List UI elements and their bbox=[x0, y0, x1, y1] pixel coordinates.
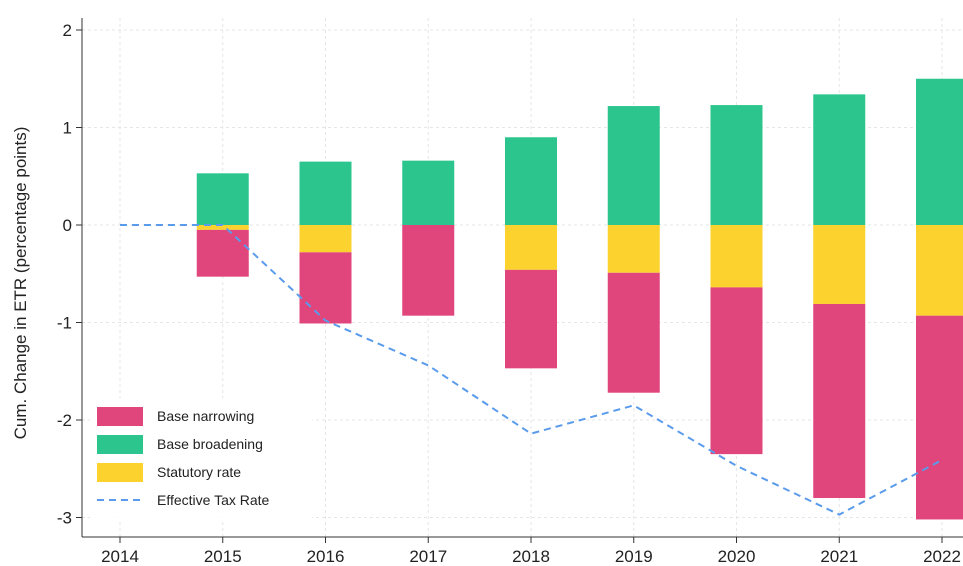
bar-base-broadening bbox=[710, 105, 763, 225]
legend-label: Effective Tax Rate bbox=[157, 492, 270, 508]
bar-base-narrowing bbox=[505, 269, 557, 369]
bar-base-broadening bbox=[505, 137, 557, 225]
bar-base-narrowing bbox=[607, 272, 660, 393]
x-tick-label: 2020 bbox=[718, 547, 756, 566]
bar-statutory-rate bbox=[299, 225, 352, 253]
legend: Base narrowing Base broadening Statutory r… bbox=[90, 398, 312, 520]
x-tick-label: 2015 bbox=[204, 547, 242, 566]
y-tick-label: 0 bbox=[63, 216, 72, 235]
bar-base-narrowing bbox=[813, 303, 866, 498]
effective-tax-rate-line bbox=[120, 224, 943, 516]
bar-base-broadening bbox=[299, 161, 352, 225]
bar-base-narrowing bbox=[299, 252, 352, 324]
bar-statutory-rate bbox=[710, 225, 763, 288]
x-tick-label: 2016 bbox=[307, 547, 345, 566]
x-tick-label: 2021 bbox=[820, 547, 858, 566]
legend-swatch bbox=[97, 407, 143, 426]
bar-statutory-rate bbox=[505, 225, 557, 270]
legend-label: Base narrowing bbox=[157, 408, 254, 424]
bar-base-broadening bbox=[607, 106, 660, 225]
x-tick-label: 2022 bbox=[923, 547, 961, 566]
bar-statutory-rate bbox=[813, 225, 866, 304]
legend-label: Base broadening bbox=[157, 436, 263, 452]
bar-base-broadening bbox=[196, 173, 249, 225]
bar-statutory-rate bbox=[196, 225, 249, 230]
bar-statutory-rate bbox=[916, 225, 963, 316]
y-tick-label: -3 bbox=[57, 509, 72, 528]
y-tick-label: -2 bbox=[57, 411, 72, 430]
bar-base-broadening bbox=[916, 78, 963, 225]
x-tick-label: 2014 bbox=[101, 547, 139, 566]
y-tick-label: 1 bbox=[63, 119, 72, 138]
x-tick-label: 2017 bbox=[409, 547, 447, 566]
y-tick-label: -1 bbox=[57, 314, 72, 333]
bar-base-broadening bbox=[813, 94, 866, 225]
bar-base-broadening bbox=[402, 160, 455, 225]
legend-swatch bbox=[97, 463, 143, 482]
y-axis-title: Cum. Change in ETR (percentage points) bbox=[11, 127, 30, 440]
y-tick-label: 2 bbox=[63, 21, 72, 40]
bar-base-narrowing bbox=[710, 287, 763, 455]
bar-statutory-rate bbox=[607, 225, 660, 273]
bar-base-narrowing bbox=[916, 315, 963, 520]
axes: 2 1 0 -1 -2 -3 2014 2015 2016 2017 2018 2019 2020 202… bbox=[57, 18, 963, 566]
bars bbox=[196, 78, 963, 520]
bar-base-narrowing bbox=[402, 225, 455, 316]
bar-base-narrowing bbox=[196, 229, 249, 277]
legend-label: Statutory rate bbox=[157, 464, 241, 480]
legend-swatch bbox=[97, 435, 143, 454]
etr-line-layer bbox=[120, 224, 943, 516]
x-tick-label: 2019 bbox=[615, 547, 653, 566]
x-tick-label: 2018 bbox=[512, 547, 550, 566]
